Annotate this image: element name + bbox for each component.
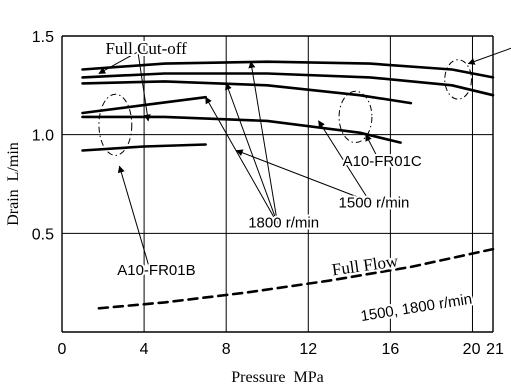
x-tick-label: 4 <box>140 341 149 358</box>
x-tick-label: 8 <box>222 341 231 358</box>
group-ellipse <box>444 59 472 100</box>
group-ellipse <box>98 93 133 156</box>
x-tick-label: 16 <box>381 341 399 358</box>
drain-curve <box>81 95 207 115</box>
drain-curve <box>81 115 402 144</box>
y-axis-title: Drain L/min <box>5 142 22 226</box>
x-axis-title: Pressure MPa <box>231 369 323 386</box>
leader-line <box>117 165 151 271</box>
drain-curve <box>81 72 495 97</box>
y-tick-label: 1.0 <box>32 128 54 145</box>
annotation-label: 1500 r/min <box>339 195 410 212</box>
y-tick-label: 0.5 <box>32 226 54 243</box>
annotation-label: A10-FR01B <box>117 262 195 279</box>
x-tick-label: 12 <box>299 341 317 358</box>
annotation-label: A10-FR01C <box>343 153 422 170</box>
annotation-label: Full Flow <box>331 251 400 279</box>
leader-line <box>467 47 511 65</box>
leader-line <box>225 82 278 224</box>
leader-line <box>137 51 151 122</box>
leader-line <box>365 134 381 163</box>
annotation-label: 1500, 1800 r/min <box>359 291 473 325</box>
y-tick-label: 1.5 <box>32 29 54 46</box>
drain-curve <box>81 80 413 105</box>
leader-line <box>318 120 371 203</box>
drain-curve <box>81 60 495 79</box>
full-flow-curve <box>97 247 495 310</box>
leader-line <box>248 60 278 224</box>
x-tick-label: 20 <box>463 341 481 358</box>
leader-line <box>98 51 139 74</box>
group-ellipse <box>338 90 373 144</box>
drain-curve <box>81 143 207 152</box>
x-tick-label: 21 <box>486 341 504 358</box>
x-tick-label: 0 <box>58 341 67 358</box>
annotation-label: 1800 r/min <box>248 214 319 231</box>
leader-line <box>205 96 278 224</box>
annotation-label: Full Cut-off <box>105 39 187 58</box>
leader-line <box>235 149 371 203</box>
